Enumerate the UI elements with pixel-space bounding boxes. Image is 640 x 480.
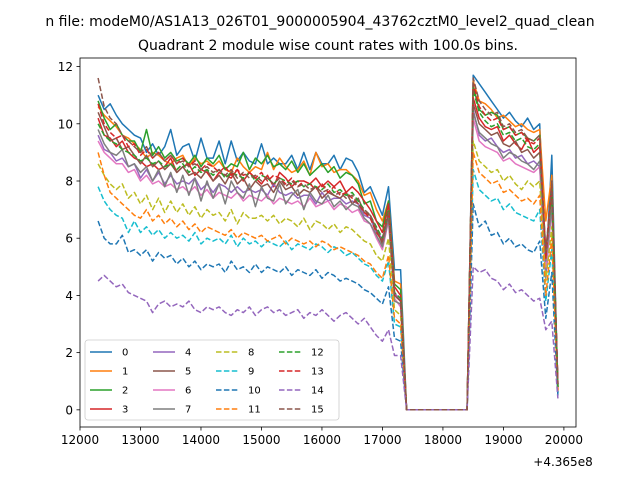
legend-label-12: 12 <box>311 348 324 359</box>
x-tick-label: 17000 <box>363 433 401 447</box>
x-tick-label: 20000 <box>545 433 583 447</box>
x-tick-label: 18000 <box>424 433 462 447</box>
y-tick-label: 4 <box>65 289 73 303</box>
x-tick-label: 19000 <box>484 433 522 447</box>
series-line-14 <box>97 266 559 411</box>
x-tick-label: 15000 <box>242 433 280 447</box>
legend-label-14: 14 <box>311 386 324 397</box>
y-tick-label: 0 <box>65 403 73 417</box>
legend-label-5: 5 <box>185 367 191 378</box>
legend-label-15: 15 <box>311 405 324 416</box>
series-line-12 <box>97 88 559 411</box>
legend-label-10: 10 <box>248 386 261 397</box>
legend-label-3: 3 <box>122 405 128 416</box>
legend-label-4: 4 <box>185 348 191 359</box>
series-line-13 <box>97 82 559 411</box>
series-line-7 <box>97 111 559 411</box>
axes: 12000 13000 14000 15000 16000 17000 18000 19000… <box>58 57 583 447</box>
chart-title: Quadrant 2 module wise count rates with … <box>138 38 518 54</box>
x-tick-label: 16000 <box>303 433 341 447</box>
x-tick-label: 12000 <box>61 433 99 447</box>
y-tick-label: 8 <box>65 175 73 189</box>
x-tick-label: 14000 <box>182 433 220 447</box>
series-line-9 <box>97 168 559 411</box>
legend-label-8: 8 <box>248 348 254 359</box>
legend-label-7: 7 <box>185 405 191 416</box>
y-tick-label: 2 <box>65 346 73 360</box>
x-tick-label: 13000 <box>121 433 159 447</box>
y-tick-label: 6 <box>65 232 73 246</box>
legend-label-6: 6 <box>185 386 191 397</box>
plot-area <box>97 74 559 411</box>
series-line-15 <box>97 77 559 411</box>
legend-label-1: 1 <box>122 367 128 378</box>
series-line-8 <box>97 140 559 411</box>
series-line-11 <box>97 151 559 411</box>
legend-label-13: 13 <box>311 367 324 378</box>
y-tick-label: 10 <box>58 117 73 131</box>
series-line-2 <box>97 85 559 411</box>
legend-label-9: 9 <box>248 367 254 378</box>
axes-frame <box>79 57 577 428</box>
suptitle: n file: modeM0/AS1A13_026T01_9000005904_… <box>45 14 594 30</box>
x-offset-label: +4.365e8 <box>533 455 592 469</box>
legend-label-11: 11 <box>248 405 261 416</box>
legend-box <box>84 339 340 421</box>
y-tick-label: 12 <box>58 60 73 74</box>
legend-label-2: 2 <box>122 386 128 397</box>
series-line-10 <box>97 203 559 411</box>
legend-label-0: 0 <box>122 348 128 359</box>
